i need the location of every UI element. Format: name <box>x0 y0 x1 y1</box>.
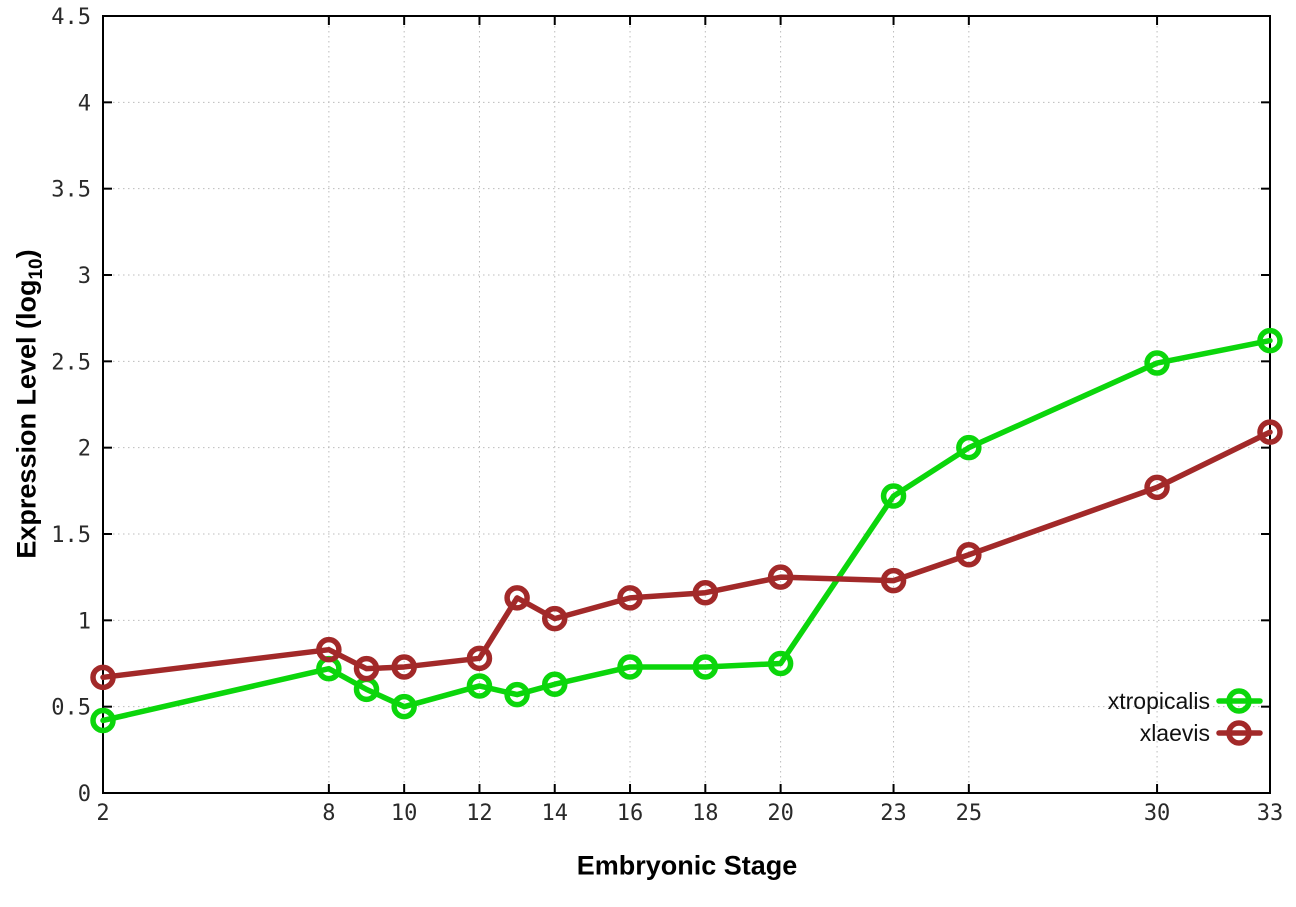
legend-label-xtropicalis: xtropicalis <box>1108 688 1210 714</box>
tick-marks <box>103 16 1270 793</box>
x-axis-tick-label: 23 <box>880 801 907 826</box>
data-point-xtropicalis <box>956 434 982 461</box>
legend-label-xlaevis: xlaevis <box>1140 720 1210 746</box>
data-point-xlaevis <box>353 655 380 682</box>
y-axis-tick-label: 4.5 <box>51 5 91 30</box>
y-axis-tick-label: 1.5 <box>51 523 91 548</box>
data-point-xtropicalis <box>692 654 719 680</box>
legend-marker-xtropicalis <box>1226 688 1252 714</box>
x-axis-tick-label: 25 <box>956 801 983 826</box>
data-point-xlaevis <box>90 664 116 691</box>
y-axis-tick-label: 0.5 <box>51 696 91 721</box>
data-point-xtropicalis <box>504 681 530 708</box>
plot-border <box>102 15 1271 794</box>
legend-marker-xlaevis <box>1226 720 1252 746</box>
data-point-xtropicalis <box>617 654 643 680</box>
data-point-xtropicalis <box>391 693 417 720</box>
y-axis-title-close: ) <box>11 249 42 259</box>
x-axis-tick-label: 12 <box>466 801 493 826</box>
y-axis-tick-label: 3.5 <box>51 178 91 203</box>
data-point-xtropicalis <box>767 650 794 677</box>
data-point-xlaevis <box>692 579 719 606</box>
x-axis-tick-label: 2 <box>96 801 109 826</box>
y-axis-tick-label: 2.5 <box>51 350 91 375</box>
legend: xtropicalis xlaevis <box>1108 688 1263 746</box>
data-point-xlaevis <box>956 541 982 568</box>
data-point-xlaevis <box>391 654 417 680</box>
data-point-xlaevis <box>767 564 794 590</box>
data-point-xtropicalis <box>1144 350 1170 376</box>
x-axis-tick-label: 30 <box>1144 801 1171 826</box>
data-point-xtropicalis <box>90 707 116 734</box>
data-point-xtropicalis <box>466 673 493 699</box>
y-axis-tick-label: 3 <box>78 264 91 289</box>
x-axis-title-text: Embryonic Stage <box>576 850 798 881</box>
y-axis-tick-label: 4 <box>78 91 91 116</box>
series-line-xlaevis <box>100 429 1273 681</box>
y-axis-title-subscript: 10 <box>25 258 47 280</box>
series-line-xtropicalis <box>100 337 1273 724</box>
data-point-xlaevis <box>880 567 907 594</box>
x-axis-tick-label: 8 <box>322 801 335 826</box>
x-axis-tick-label: 18 <box>692 801 719 826</box>
data-point-xtropicalis <box>541 671 568 697</box>
series-xtropicalis <box>90 327 1283 734</box>
data-point-xlaevis <box>1144 474 1170 501</box>
x-axis-tick-label: 20 <box>767 801 794 826</box>
legend-entry-xtropicalis: xtropicalis <box>1108 688 1263 714</box>
x-axis-title: Embryonic Stage <box>577 851 798 882</box>
y-axis-tick-label: 1 <box>78 609 91 634</box>
data-point-xtropicalis <box>880 483 907 509</box>
data-point-xtropicalis <box>1257 327 1283 354</box>
data-point-xlaevis <box>316 636 342 663</box>
x-axis-tick-label: 33 <box>1257 801 1284 826</box>
y-axis-tick-label: 2 <box>78 437 91 462</box>
y-axis-tick-label: 0 <box>78 782 91 807</box>
x-axis-tick-label: 14 <box>541 801 568 826</box>
x-axis-tick-label: 16 <box>617 801 644 826</box>
gridlines <box>103 16 1270 793</box>
data-point-xlaevis <box>504 585 530 611</box>
legend-entry-xlaevis: xlaevis <box>1140 720 1263 746</box>
data-point-xlaevis <box>617 585 643 611</box>
tick-labels: 2 8 10 12 14 16 18 20 23 25 30 33 0 0.5 1 1.5 2 2.5 3 3.5 4 4… <box>51 5 1283 826</box>
y-axis-title: Expression Level (log10) <box>11 249 47 559</box>
data-point-xlaevis <box>541 605 568 632</box>
data-point-xlaevis <box>1257 419 1283 445</box>
y-axis-title-text: Expression Level (log <box>11 279 42 559</box>
x-axis-tick-label: 10 <box>391 801 418 826</box>
data-point-xlaevis <box>466 645 493 672</box>
series-xlaevis <box>90 419 1283 691</box>
